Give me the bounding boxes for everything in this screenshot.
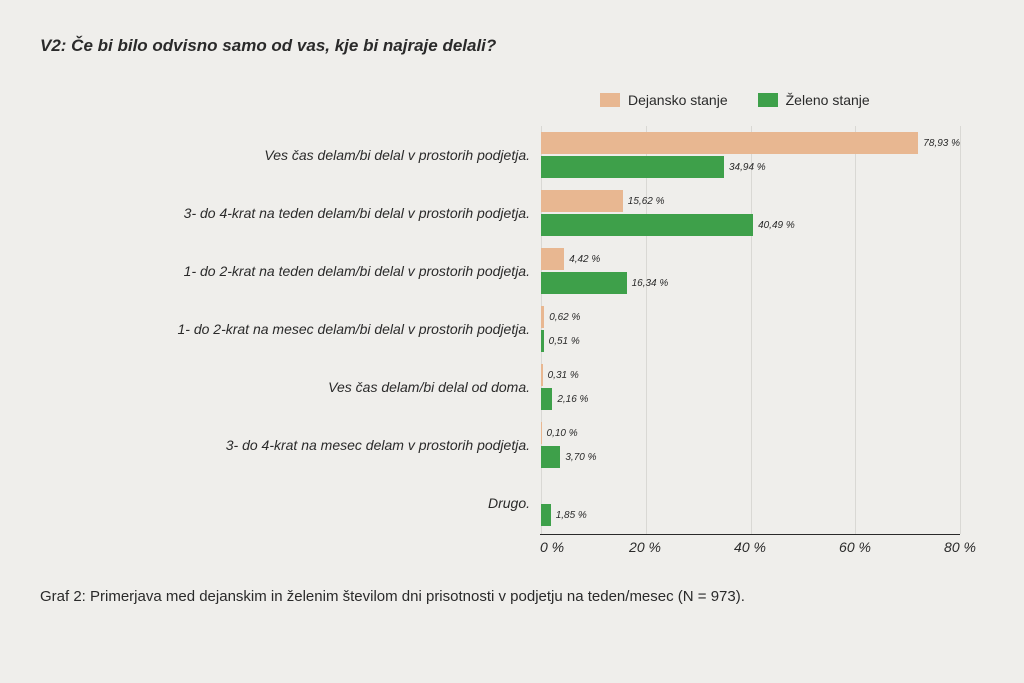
value-label-actual: 15,62 % (628, 196, 665, 207)
legend-label-desired: Želeno stanje (786, 92, 870, 108)
chart-caption: Graf 2: Primerjava med dejanskim in žele… (40, 586, 984, 609)
value-label-actual: 0,62 % (549, 312, 580, 323)
category-labels-column: Ves čas delam/bi delal v prostorih podje… (40, 126, 540, 562)
bar-container-actual: 0,62 % (541, 306, 960, 328)
plot-area: 78,93 % 34,94 % 15,62 % 40,49 % 4,42 % 16,34 … (540, 126, 960, 534)
bar-row: 0,31 % 2,16 % (541, 358, 960, 416)
legend-item-actual: Dejansko stanje (600, 92, 728, 108)
bars-container: 78,93 % 34,94 % 15,62 % 40,49 % 4,42 % 16,34 … (541, 126, 960, 532)
value-label-actual: 0,10 % (547, 428, 578, 439)
x-tick: 80 % (944, 539, 976, 555)
bar-container-actual: 0,31 % (541, 364, 960, 386)
legend-swatch-desired (758, 93, 778, 107)
bar-container-actual: 15,62 % (541, 190, 960, 212)
bar-actual (541, 190, 623, 212)
bar-container-desired: 16,34 % (541, 272, 960, 294)
bar-desired (541, 388, 552, 410)
category-label: 1- do 2-krat na teden delam/bi delal v p… (40, 242, 540, 300)
bar-container-desired: 2,16 % (541, 388, 960, 410)
bar-row: 0,10 % 3,70 % (541, 416, 960, 474)
legend: Dejansko stanje Želeno stanje (600, 92, 984, 108)
chart-title: V2: Če bi bilo odvisno samo od vas, kje … (40, 36, 984, 56)
legend-label-actual: Dejansko stanje (628, 92, 728, 108)
bar-desired (541, 330, 544, 352)
value-label-desired: 1,85 % (556, 510, 587, 521)
legend-swatch-actual (600, 93, 620, 107)
plot-column: 78,93 % 34,94 % 15,62 % 40,49 % 4,42 % 16,34 … (540, 126, 984, 562)
category-label: 1- do 2-krat na mesec delam/bi delal v p… (40, 300, 540, 358)
value-label-desired: 2,16 % (557, 394, 588, 405)
x-axis: 0 %20 %40 %60 %80 % (540, 534, 960, 562)
bar-container-actual: 4,42 % (541, 248, 960, 270)
bar-row: 15,62 % 40,49 % (541, 184, 960, 242)
category-label: 3- do 4-krat na mesec delam v prostorih … (40, 416, 540, 474)
bar-container-actual: 0,10 % (541, 422, 960, 444)
value-label-desired: 16,34 % (632, 278, 669, 289)
value-label-desired: 40,49 % (758, 220, 795, 231)
value-label-actual: 4,42 % (569, 254, 600, 265)
category-label: 3- do 4-krat na teden delam/bi delal v p… (40, 184, 540, 242)
bar-row: 1,85 % (541, 474, 960, 532)
value-label-desired: 34,94 % (729, 162, 766, 173)
bar-actual (541, 306, 544, 328)
gridline (960, 126, 961, 534)
bar-desired (541, 214, 753, 236)
x-tick: 60 % (839, 539, 871, 555)
bar-row: 78,93 % 34,94 % (541, 126, 960, 184)
bar-actual (541, 422, 542, 444)
bar-container-desired: 0,51 % (541, 330, 960, 352)
page-root: V2: Če bi bilo odvisno samo od vas, kje … (0, 0, 1024, 683)
chart-wrap: Dejansko stanje Želeno stanje Ves čas de… (40, 92, 984, 562)
x-tick: 0 % (540, 539, 564, 555)
bar-desired (541, 446, 560, 468)
category-label: Ves čas delam/bi delal v prostorih podje… (40, 126, 540, 184)
x-tick: 20 % (629, 539, 661, 555)
bar-actual (541, 364, 543, 386)
category-label: Drugo. (40, 474, 540, 532)
bar-container-actual (541, 480, 960, 502)
bar-desired (541, 504, 551, 526)
x-tick: 40 % (734, 539, 766, 555)
bar-desired (541, 272, 627, 294)
bar-container-desired: 34,94 % (541, 156, 960, 178)
bar-row: 0,62 % 0,51 % (541, 300, 960, 358)
bar-desired (541, 156, 724, 178)
bar-container-desired: 1,85 % (541, 504, 960, 526)
legend-item-desired: Želeno stanje (758, 92, 870, 108)
value-label-desired: 3,70 % (565, 452, 596, 463)
chart-body: Ves čas delam/bi delal v prostorih podje… (40, 126, 984, 562)
bar-container-actual: 78,93 % (541, 132, 960, 154)
bar-actual (541, 248, 564, 270)
value-label-actual: 0,31 % (548, 370, 579, 381)
value-label-actual: 78,93 % (923, 138, 960, 149)
bar-container-desired: 40,49 % (541, 214, 960, 236)
category-label: Ves čas delam/bi delal od doma. (40, 358, 540, 416)
bar-actual (541, 132, 918, 154)
value-label-desired: 0,51 % (549, 336, 580, 347)
bar-container-desired: 3,70 % (541, 446, 960, 468)
bar-row: 4,42 % 16,34 % (541, 242, 960, 300)
